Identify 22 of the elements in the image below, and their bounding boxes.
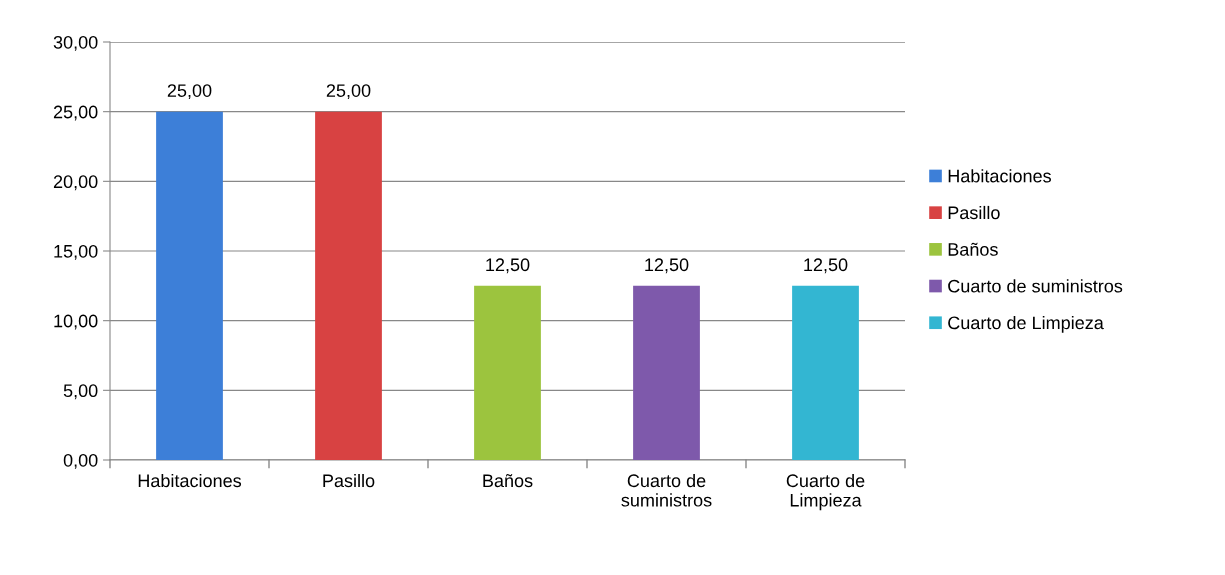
data-label: 25,00 bbox=[326, 84, 371, 100]
y-tick-label: 30,00 bbox=[53, 35, 98, 51]
data-label: 12,50 bbox=[486, 258, 530, 274]
x-tick-label: Pasillo bbox=[323, 473, 375, 488]
y-tick-label: 20,00 bbox=[53, 175, 98, 191]
y-tick-label: 15,00 bbox=[54, 244, 98, 260]
legend-label: Cuarto de Limpieza bbox=[948, 315, 1104, 333]
x-tick-label: Cuarto de Limpieza bbox=[786, 473, 865, 511]
legend-label: Baños bbox=[948, 242, 998, 256]
legend-label: Cuarto de suministros bbox=[948, 279, 1123, 293]
data-label: 25,00 bbox=[167, 84, 212, 100]
y-tick-label: 0,00 bbox=[63, 453, 98, 469]
x-tick-label: Baños bbox=[483, 474, 533, 488]
y-tick-label: 10,00 bbox=[54, 314, 98, 330]
legend-label: Habitaciones bbox=[948, 169, 1051, 183]
data-label: 12,50 bbox=[804, 258, 848, 274]
data-label: 12,50 bbox=[645, 258, 689, 274]
y-tick-label: 5,00 bbox=[63, 384, 98, 400]
x-tick-label: Habitaciones bbox=[138, 473, 242, 488]
legend-label: Pasillo bbox=[948, 205, 1000, 220]
y-tick-label: 25,00 bbox=[53, 105, 98, 121]
x-tick-label: Cuarto de suministros bbox=[621, 473, 712, 507]
